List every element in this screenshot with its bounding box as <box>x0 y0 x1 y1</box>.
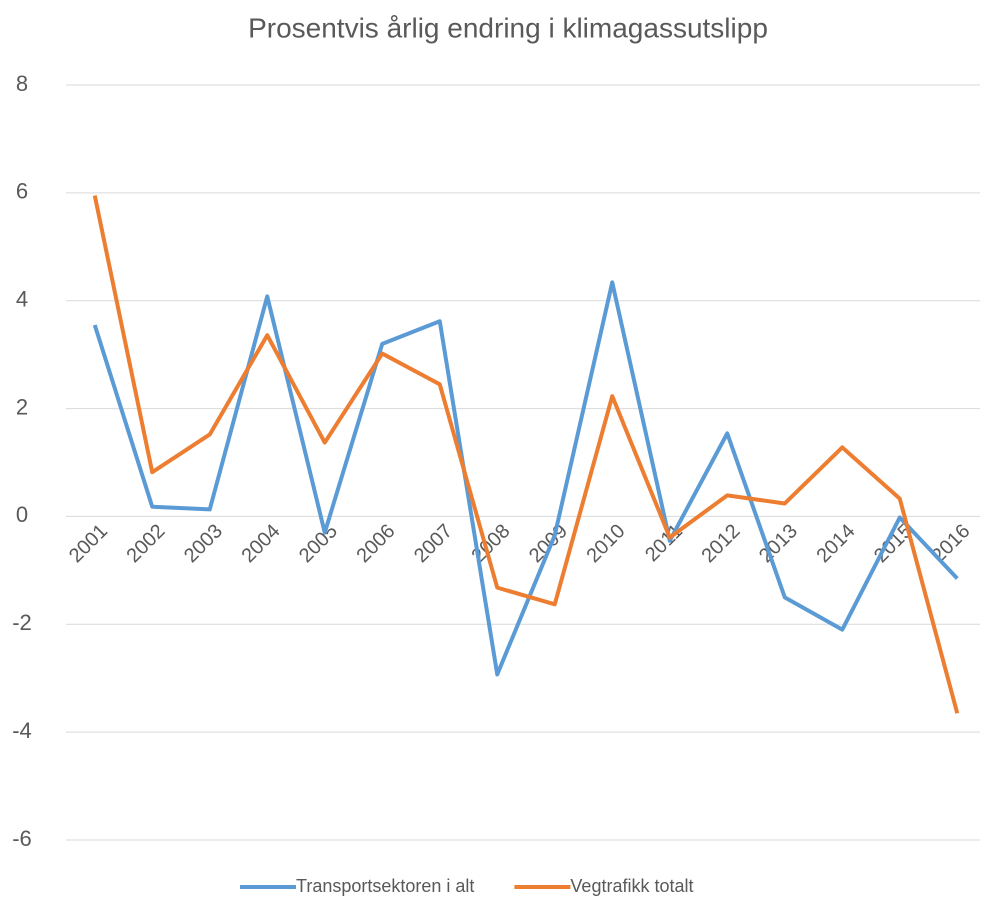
series-line <box>92 195 960 714</box>
x-tick-label: 2004 <box>237 520 284 567</box>
x-tick-label: 2010 <box>582 520 629 567</box>
x-tick-label: 2003 <box>180 520 227 567</box>
y-tick-label: 4 <box>16 287 28 312</box>
chart-title: Prosentvis årlig endring i klimagassutsl… <box>248 12 768 43</box>
y-tick-label: 2 <box>16 394 28 419</box>
x-tick-label: 2014 <box>812 520 859 567</box>
x-tick-label: 2012 <box>697 520 744 567</box>
x-tick-label: 2005 <box>295 520 342 567</box>
x-tick-label: 2001 <box>65 520 112 567</box>
x-tick-label: 2002 <box>122 520 169 567</box>
x-tick-label: 2007 <box>410 520 457 567</box>
series-line <box>92 280 959 677</box>
y-tick-label: -4 <box>12 718 32 743</box>
y-tick-label: 8 <box>16 71 28 96</box>
x-tick-label: 2016 <box>927 520 974 567</box>
legend-label: Vegtrafikk totalt <box>570 876 693 896</box>
legend-label: Transportsektoren i alt <box>296 876 474 896</box>
x-tick-label: 2006 <box>352 520 399 567</box>
y-tick-label: 0 <box>16 502 28 527</box>
y-tick-label: -2 <box>12 610 32 635</box>
y-tick-label: 6 <box>16 179 28 204</box>
y-tick-label: -6 <box>12 826 32 851</box>
